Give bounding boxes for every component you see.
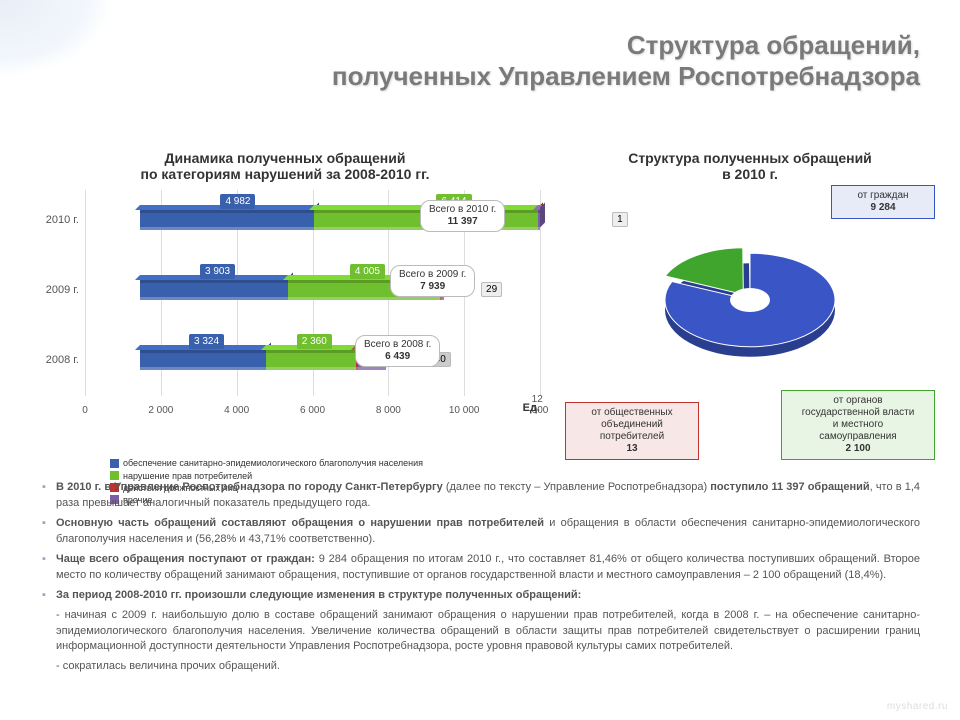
y-tick-label: 2009 г.	[46, 284, 79, 296]
page-title: Структура обращений,полученных Управлени…	[250, 30, 920, 92]
bar-chart-plot: 2010 г.2009 г.2008 г. 4 9826 41413 9034 …	[30, 190, 540, 420]
background-decoration	[0, 0, 200, 140]
body-text: В 2010 г. в Управление Роспотребнадзора …	[40, 480, 920, 679]
bullet-item: За период 2008-2010 гг. произошли следую…	[56, 588, 920, 604]
bar-row: 3 3242 36015740	[140, 350, 540, 380]
bar-chart-title: Динамика полученных обращенийпо категори…	[30, 150, 540, 182]
pie-chart-plot: от граждан9 284от органовгосударственной…	[570, 190, 930, 420]
bar-row: 3 9034 005229	[140, 280, 540, 310]
bar-value-label: 3 903	[200, 264, 235, 279]
pie-svg	[640, 205, 860, 405]
bar-total-callout: Всего в 2009 г.7 939	[390, 265, 475, 297]
bar-segment	[140, 280, 288, 300]
bar-segment	[140, 350, 266, 370]
pie-slice-label: от органовгосударственной властии местно…	[781, 390, 935, 460]
legend-item: обеспечение санитарно-эпидемиологическог…	[110, 457, 423, 469]
bar-value-label: 4 005	[350, 264, 385, 279]
x-tick-label: 8 000	[376, 405, 401, 416]
x-tick-label: 10 000	[449, 405, 480, 416]
bar-segment	[140, 210, 314, 230]
watermark: myshared.ru	[887, 701, 948, 712]
bar-segment	[266, 350, 355, 370]
bullet-item: Чаще всего обращения поступают от гражда…	[56, 552, 920, 584]
bullet-list: В 2010 г. в Управление Роспотребнадзора …	[40, 480, 920, 675]
bar-value-label: 3 324	[189, 334, 224, 349]
bar-total-callout: Всего в 2008 г.6 439	[355, 335, 440, 367]
pie-slice-label: от граждан9 284	[831, 185, 935, 219]
slide: Структура обращений,полученных Управлени…	[0, 0, 960, 720]
bar-total-callout: Всего в 2010 г.11 397	[420, 200, 505, 232]
pie-chart-title: Структура полученных обращенийв 2010 г.	[570, 150, 930, 182]
pie-chart: Структура полученных обращенийв 2010 г. …	[570, 150, 930, 460]
bar-value-label: 4 982	[220, 194, 255, 209]
sub-bullet-item: - сократилась величина прочих обращений.	[56, 659, 920, 675]
y-tick-label: 2008 г.	[46, 354, 79, 366]
charts-area: Динамика полученных обращенийпо категори…	[30, 150, 930, 460]
bullet-item: Основную часть обращений составляют обра…	[56, 516, 920, 548]
x-tick-label: 12 000	[532, 394, 549, 416]
y-tick-label: 2010 г.	[46, 214, 79, 226]
x-tick-label: 2 000	[148, 405, 173, 416]
bar-segment	[538, 210, 540, 230]
bar-chart: Динамика полученных обращенийпо категори…	[30, 150, 540, 460]
pie-slice-label: от общественныхобъединенийпотребителей13	[565, 402, 699, 460]
bar-chart-y-axis: 2010 г. 2009 г. 2008 г.	[30, 190, 85, 396]
bullet-item: В 2010 г. в Управление Роспотребнадзора …	[56, 480, 920, 512]
x-tick-label: 6 000	[300, 405, 325, 416]
bar-value-label: 29	[481, 282, 502, 297]
bar-value-label: 2 360	[297, 334, 332, 349]
sub-bullet-item: - начиная с 2009 г. наибольшую долю в со…	[56, 608, 920, 656]
x-tick-label: 0	[82, 405, 88, 416]
x-tick-label: 4 000	[224, 405, 249, 416]
